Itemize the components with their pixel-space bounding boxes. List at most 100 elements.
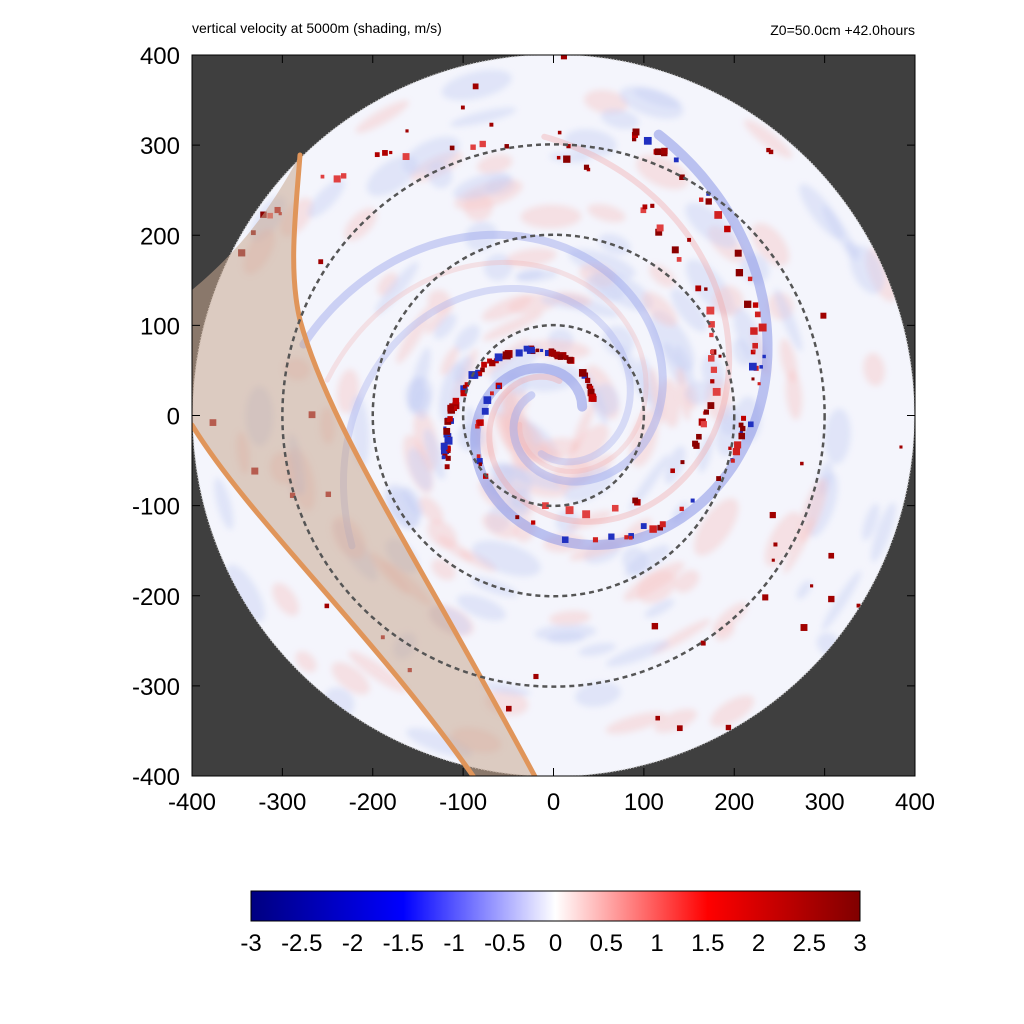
y-tick-label: 0 (167, 404, 180, 431)
range-ring-300 (281, 143, 826, 688)
convective-cell (734, 249, 742, 257)
convective-cell (750, 327, 758, 335)
field-patch (440, 346, 459, 376)
chart-subtitle: Z0=50.0cm +42.0hours (770, 22, 915, 38)
convective-cell (374, 152, 380, 158)
convective-cell (340, 173, 347, 179)
convective-cell (447, 416, 453, 422)
convective-cell (744, 300, 752, 308)
colorbar-tick-label: 3 (853, 930, 866, 957)
convective-cell (460, 105, 465, 110)
convective-cell (445, 455, 451, 461)
colorbar-tick-label: -0.5 (484, 930, 525, 957)
convective-cell (443, 427, 451, 435)
x-tick-label: 100 (624, 789, 664, 816)
convective-cell (472, 83, 479, 90)
convective-cell (481, 361, 487, 368)
field-patch (713, 285, 744, 316)
field-patch (764, 511, 801, 567)
convective-cell (477, 419, 484, 426)
convective-cell (585, 377, 591, 384)
field-patch (331, 662, 370, 695)
convective-cell (470, 144, 476, 150)
field-patch (396, 305, 432, 364)
convective-cell (324, 603, 330, 609)
field-patch (644, 599, 675, 618)
convective-cell (762, 354, 766, 359)
convective-cell (542, 502, 549, 509)
convective-cell (700, 421, 707, 428)
field-patch (751, 223, 790, 267)
convective-cell (762, 594, 769, 601)
field-patch (648, 264, 676, 288)
field-patch (423, 428, 446, 480)
convective-cell (640, 523, 647, 529)
convective-cell (771, 558, 775, 562)
convective-cell (899, 445, 903, 449)
convective-cell (706, 306, 715, 315)
convective-cell (730, 458, 735, 463)
field-patch (482, 294, 533, 322)
convective-cell (769, 511, 776, 519)
field-patch (587, 203, 626, 223)
field-patch (402, 136, 460, 174)
field-patch (595, 383, 619, 415)
field-patch (600, 108, 639, 130)
convective-cell (463, 384, 467, 389)
field-patch (546, 631, 586, 644)
convective-cell (480, 367, 485, 373)
field-patch (606, 640, 670, 667)
convective-cell (642, 204, 648, 210)
field-patch (649, 367, 665, 425)
y-tick-label: -100 (132, 494, 180, 521)
convective-cell (628, 533, 634, 539)
convective-cell (687, 237, 692, 242)
convective-cell (565, 506, 574, 515)
convective-cell (670, 468, 675, 474)
convective-cell (504, 144, 509, 149)
convective-cell (578, 369, 587, 377)
convective-cell (651, 622, 659, 630)
convective-cell (732, 448, 741, 456)
chart-title: vertical velocity at 5000m (shading, m/s… (192, 20, 442, 36)
field-patch (480, 682, 531, 696)
band-edge-left (192, 422, 477, 776)
field-patch (419, 496, 444, 525)
field-patch (520, 204, 582, 229)
convective-cell (472, 373, 479, 379)
convective-cell (528, 346, 535, 354)
convective-cell (554, 352, 561, 360)
convective-cell (758, 323, 767, 332)
convective-cell (679, 174, 685, 181)
field-patch (425, 301, 454, 334)
convective-cell (710, 379, 715, 384)
convective-cell (828, 552, 835, 559)
convective-cell (738, 422, 744, 428)
field-patch (472, 540, 541, 577)
field-patch (664, 446, 686, 484)
convective-cell (766, 147, 771, 153)
convective-cell (676, 257, 682, 262)
x-tick-label: -200 (349, 789, 397, 816)
field-patch (660, 378, 681, 428)
y-tick-label: 100 (140, 313, 180, 340)
field-patch (567, 510, 613, 530)
convective-cell (705, 198, 712, 205)
field-patch (477, 154, 513, 174)
convective-cell (441, 447, 448, 454)
convective-cell (479, 140, 486, 148)
convective-cell (608, 533, 615, 540)
convective-cell (449, 145, 455, 151)
convective-cell (768, 149, 774, 155)
convective-cell (582, 510, 591, 519)
y-tick-label: 200 (140, 223, 180, 250)
convective-cell (444, 464, 450, 470)
convective-cell (632, 497, 639, 504)
convective-cell (740, 425, 746, 432)
convective-cell (650, 203, 655, 208)
field-patch (214, 477, 234, 530)
convective-cell (751, 377, 755, 381)
convective-cell (560, 55, 567, 60)
convective-cell (747, 276, 753, 282)
field-patch (676, 366, 691, 421)
